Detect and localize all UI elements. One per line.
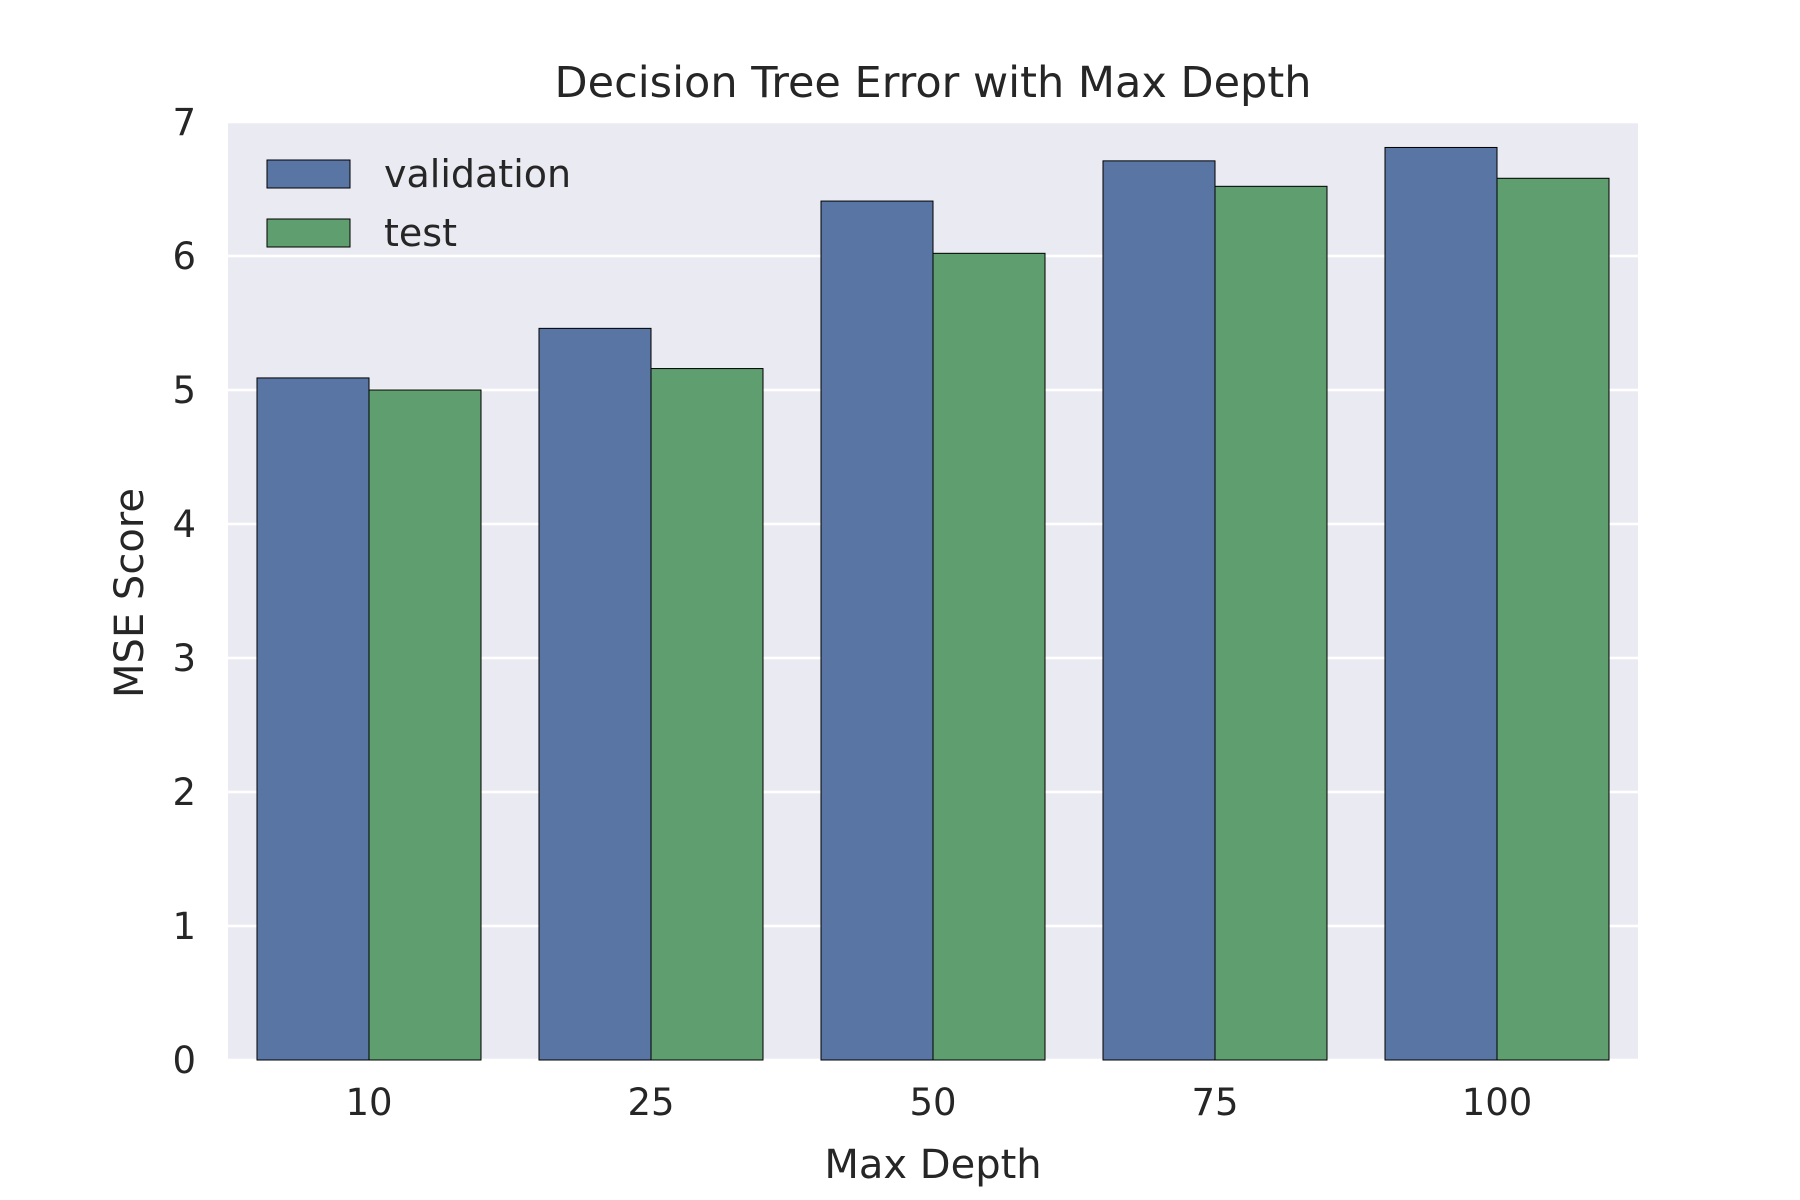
bar-test-50 [932, 252, 1046, 1061]
x-tick-label: 100 [1462, 1081, 1533, 1124]
bar-validation-10 [256, 377, 370, 1061]
x-tick-label: 50 [909, 1081, 956, 1124]
y-tick-labels: 0 1 2 3 4 5 6 7 [172, 101, 196, 1082]
bar-test-75 [1214, 185, 1328, 1061]
y-tick-label: 0 [172, 1039, 196, 1082]
legend-label-test: test [384, 211, 457, 255]
bar-validation-100 [1384, 146, 1498, 1061]
bar-test-100 [1496, 177, 1610, 1061]
legend: validation test [266, 152, 571, 255]
bar-test-25 [650, 368, 764, 1061]
x-tick-labels: 10 25 50 75 100 [345, 1081, 1532, 1124]
y-tick-label: 3 [172, 637, 196, 680]
chart-title: Decision Tree Error with Max Depth [555, 58, 1312, 108]
legend-swatch-test [266, 218, 351, 248]
legend-swatch-validation [266, 159, 351, 189]
y-tick-label: 4 [172, 503, 196, 546]
x-axis-label: Max Depth [824, 1142, 1041, 1188]
y-tick-label: 2 [172, 771, 196, 814]
x-tick-label: 25 [627, 1081, 674, 1124]
bar-validation-50 [820, 200, 934, 1061]
y-axis-label: MSE Score [107, 488, 153, 698]
legend-label-validation: validation [384, 152, 571, 196]
bar-validation-75 [1102, 160, 1216, 1061]
y-tick-label: 6 [172, 235, 196, 278]
bar-test-10 [368, 389, 482, 1061]
y-tick-label: 1 [172, 905, 196, 948]
x-tick-label: 75 [1191, 1081, 1238, 1124]
y-tick-label: 5 [172, 369, 196, 412]
x-tick-label: 10 [345, 1081, 392, 1124]
y-tick-label: 7 [172, 101, 196, 144]
bars [256, 146, 1610, 1061]
bar-validation-25 [538, 327, 652, 1061]
